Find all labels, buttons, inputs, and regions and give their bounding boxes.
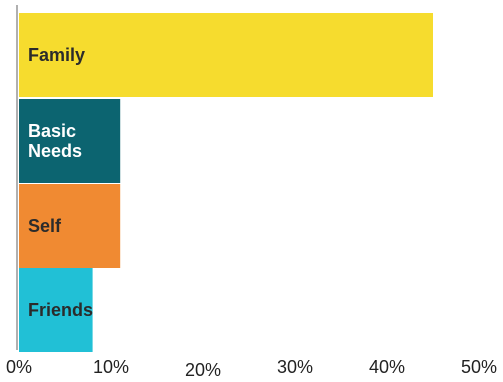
bar-0 [19,13,433,97]
bar-label-3: Friends [28,300,93,320]
x-tick-label-3: 30% [277,357,313,377]
bar-label-2: Self [28,216,62,236]
bar-label-0: Family [28,45,85,65]
bar-label-1-line-1: Needs [28,141,82,161]
x-tick-label-5: 50% [461,357,497,377]
bar-3 [19,268,93,352]
x-tick-label-4: 40% [369,357,405,377]
bar-label-1-line-0: Basic [28,121,76,141]
x-tick-label-1: 10% [93,357,129,377]
x-tick-label-0: 0% [6,357,32,377]
bar-2 [19,184,121,268]
x-tick-label-2: 20% [185,360,221,380]
bar-1 [19,99,121,183]
